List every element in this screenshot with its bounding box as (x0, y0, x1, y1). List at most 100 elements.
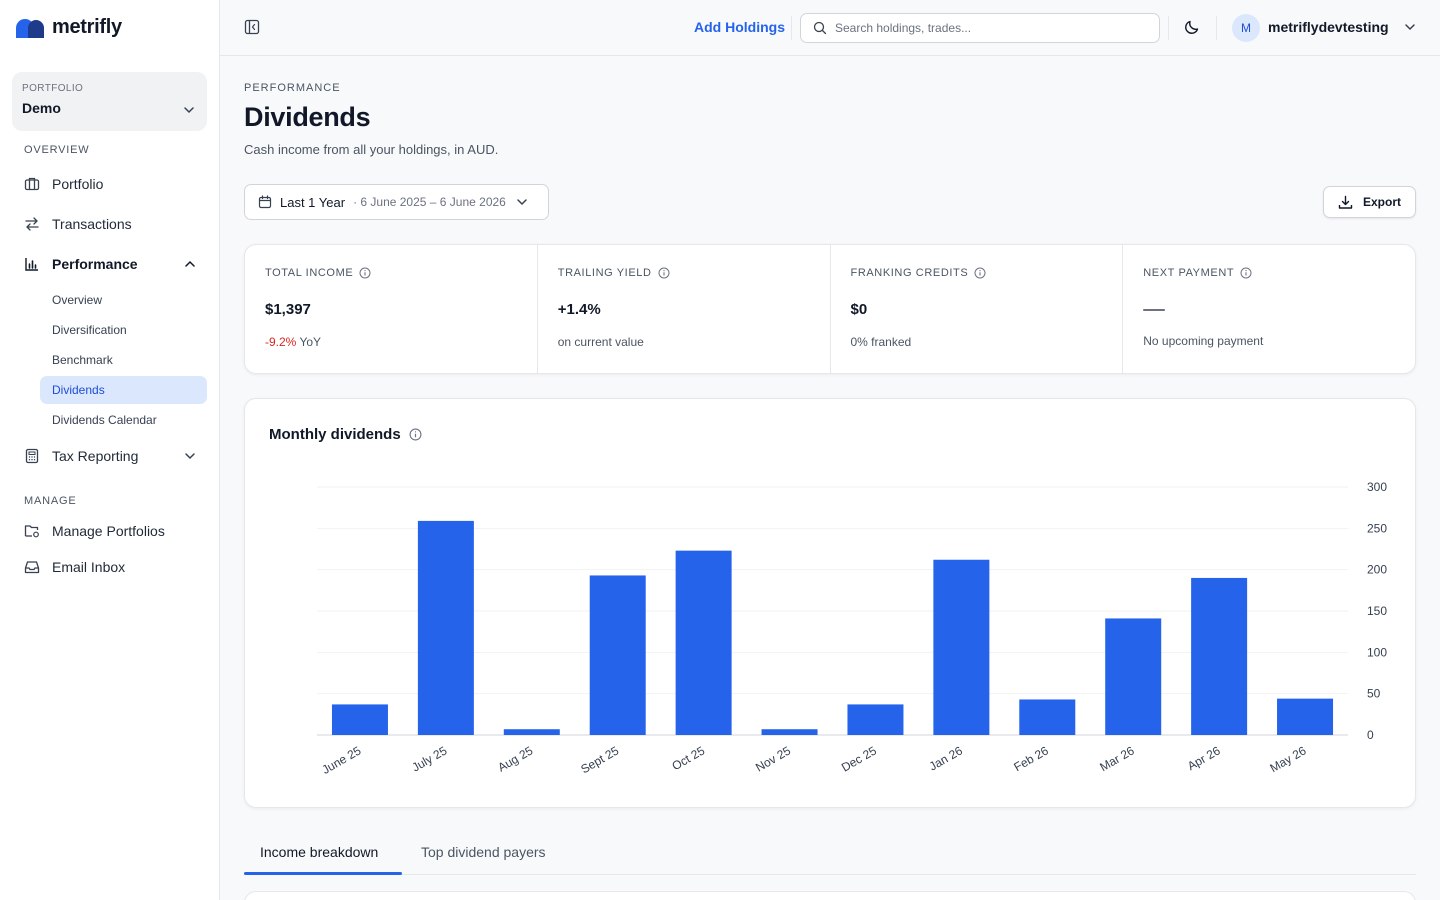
briefcase-icon (24, 176, 40, 192)
moon-icon[interactable] (1184, 19, 1200, 35)
sidebar-item-portfolio[interactable]: Portfolio (24, 174, 103, 194)
stat-value: $0 (850, 301, 868, 318)
info-icon[interactable] (409, 428, 422, 441)
y-tick-label: 0 (1367, 728, 1374, 742)
stat-sub: 0% franked (850, 335, 912, 349)
bar (847, 704, 904, 735)
sidebar-subitem-dividends[interactable]: Dividends (40, 376, 207, 404)
sidebar-subitem-overview[interactable]: Overview (52, 293, 103, 307)
tab-top-dividend-payers[interactable]: Top dividend payers (421, 844, 546, 860)
sidebar-subitem-diversification[interactable]: Diversification (52, 323, 127, 337)
search-icon (813, 21, 827, 35)
date-range-label: Last 1 Year (280, 194, 346, 210)
portfolio-caption: PORTFOLIO (22, 83, 84, 94)
stat-total-income: TOTAL INCOME $1,397 -9.2% YoY (245, 245, 538, 373)
export-button[interactable]: Export (1323, 186, 1416, 218)
y-tick-label: 250 (1367, 521, 1387, 535)
x-tick-label: June 25 (319, 743, 363, 777)
page-title: Dividends (244, 102, 371, 132)
bar (1019, 699, 1076, 735)
bar (761, 729, 818, 735)
info-icon[interactable] (359, 267, 371, 279)
brand-name: metrifly (52, 16, 122, 38)
y-tick-label: 150 (1367, 604, 1387, 618)
x-tick-label: May 26 (1267, 743, 1308, 775)
stat-label: TRAILING YIELD (558, 267, 810, 279)
x-tick-label: Jan 26 (927, 743, 965, 773)
sidebar-toggle-icon[interactable] (244, 19, 260, 35)
page-eyebrow: PERFORMANCE (244, 82, 341, 94)
sidebar-item-label: Portfolio (52, 176, 104, 192)
inbox-icon (24, 559, 40, 575)
portfolio-selector[interactable]: PORTFOLIO Demo (12, 72, 207, 131)
bar (589, 575, 646, 735)
bar (331, 704, 388, 735)
stat-value: $1,397 (265, 301, 311, 318)
calendar-icon (258, 195, 272, 209)
chevron-down-icon (184, 107, 194, 114)
stat-label: TOTAL INCOME (265, 267, 517, 279)
bar (675, 550, 732, 735)
info-icon[interactable] (974, 267, 986, 279)
sidebar-item-email-inbox[interactable]: Email Inbox (24, 557, 125, 577)
sidebar-item-label: Manage Portfolios (52, 523, 165, 539)
stat-label-text: TOTAL INCOME (265, 267, 354, 279)
divider (1216, 16, 1217, 40)
sidebar-item-manage-portfolios[interactable]: Manage Portfolios (24, 521, 165, 541)
stats-card: TOTAL INCOME $1,397 -9.2% YoY TRAILING Y… (244, 244, 1416, 374)
logo[interactable]: metrifly (16, 16, 122, 39)
dividends-bar-chart: 0 50 100 150 200 250 300 June 25 July 25 Aug 25 Se… (317, 480, 1387, 777)
tab-income-breakdown[interactable]: Income breakdown (260, 844, 379, 860)
bar (933, 559, 990, 735)
chevron-down-icon (517, 199, 527, 206)
topbar: Add Holdings M metriflydevtesting (220, 0, 1440, 56)
monthly-dividends-card: Monthly dividends 0 50 100 150 200 250 300 June… (244, 398, 1416, 808)
info-icon[interactable] (658, 267, 670, 279)
sidebar-item-label: Tax Reporting (52, 448, 139, 464)
y-tick-label: 300 (1367, 480, 1387, 494)
stat-franking-credits: FRANKING CREDITS $0 0% franked (831, 245, 1124, 373)
bar (503, 729, 560, 735)
chart-title-text: Monthly dividends (269, 426, 401, 443)
bar (417, 520, 474, 735)
stat-label-text: NEXT PAYMENT (1143, 267, 1235, 279)
x-tick-label: July 25 (409, 743, 449, 774)
download-icon (1338, 195, 1353, 209)
search-box[interactable] (800, 13, 1160, 43)
info-icon[interactable] (1240, 267, 1252, 279)
add-holdings-link[interactable]: Add Holdings (694, 19, 785, 35)
sidebar-item-label: Performance (52, 256, 138, 272)
folder-settings-icon (24, 523, 40, 539)
chevron-up-icon (185, 260, 195, 267)
sidebar-item-transactions[interactable]: Transactions (24, 214, 132, 234)
stat-sub: -9.2% YoY (265, 335, 517, 349)
sidebar-subitem-benchmark[interactable]: Benchmark (52, 353, 113, 367)
search-input[interactable] (835, 21, 1135, 35)
stat-label: FRANKING CREDITS (851, 267, 1103, 279)
sidebar-subitem-dividends-calendar[interactable]: Dividends Calendar (52, 413, 157, 427)
stat-label: NEXT PAYMENT (1143, 267, 1395, 279)
stat-change: -9.2% (265, 335, 297, 349)
stat-sub: No upcoming payment (1143, 334, 1264, 348)
sidebar: metrifly PORTFOLIO Demo OVERVIEW Portfol… (0, 0, 220, 900)
section-label-manage: MANAGE (24, 495, 77, 507)
calculator-icon (24, 448, 40, 464)
chevron-down-icon[interactable] (1404, 21, 1416, 33)
sidebar-item-label: Email Inbox (52, 559, 126, 575)
stat-next-payment: NEXT PAYMENT No upcoming payment (1123, 245, 1415, 373)
section-label-overview: OVERVIEW (24, 144, 90, 156)
x-tick-label: Sept 25 (578, 743, 621, 776)
empty-value-dash (1143, 309, 1166, 311)
bar (1105, 618, 1162, 735)
tabs: Income breakdown Top dividend payers (244, 832, 1416, 875)
export-label: Export (1362, 195, 1401, 209)
username[interactable]: metriflydevtesting (1268, 19, 1389, 35)
sidebar-item-tax-reporting[interactable]: Tax Reporting (24, 446, 196, 466)
sidebar-item-performance[interactable]: Performance (24, 254, 196, 274)
date-range-picker[interactable]: Last 1 Year · 6 June 2025 – 6 June 2026 (244, 184, 549, 220)
avatar[interactable]: M (1232, 14, 1260, 42)
stat-sub: on current value (557, 335, 644, 349)
stat-label-text: TRAILING YIELD (557, 267, 652, 279)
stat-label-text: FRANKING CREDITS (850, 267, 969, 279)
arrows-swap-icon (24, 216, 40, 232)
